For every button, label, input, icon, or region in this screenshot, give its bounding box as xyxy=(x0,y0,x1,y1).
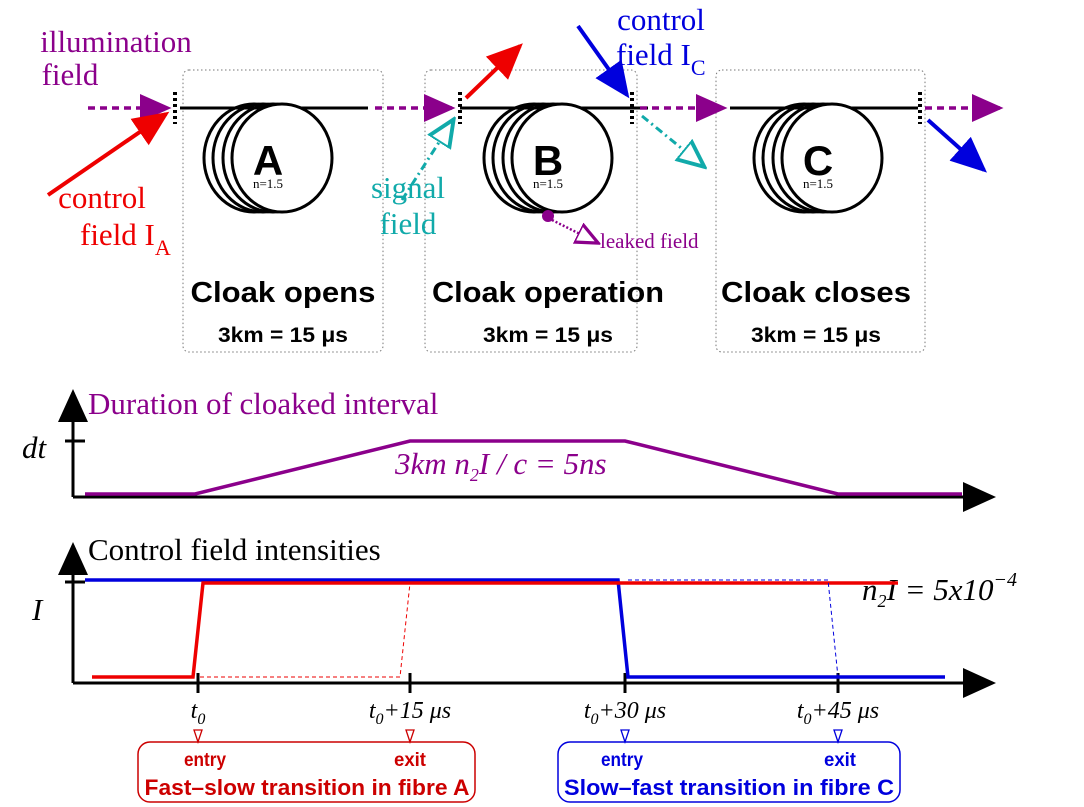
box-a xyxy=(137,741,476,803)
subscript: 0 xyxy=(591,711,599,728)
control-a-dashed xyxy=(200,582,411,678)
fibre-index: n=1.5 xyxy=(533,176,563,191)
subscript: A xyxy=(155,235,171,260)
subscript: 0 xyxy=(804,711,812,728)
box-label: Fast–slow transition in fibre A xyxy=(145,775,470,800)
tick-label: t0+45 μs xyxy=(797,698,879,728)
exit: exit xyxy=(824,750,857,771)
entry: entry xyxy=(184,750,226,771)
tick-label: t xyxy=(191,698,199,724)
box-label: Slow–fast transition in fibre C xyxy=(564,775,894,800)
axis-label: dt xyxy=(22,430,48,465)
tick-label: +45 μs xyxy=(812,698,880,724)
axis-label: I xyxy=(31,592,44,627)
formula: n xyxy=(862,572,878,607)
exit: exit xyxy=(394,750,427,771)
control-c-out xyxy=(926,118,987,173)
duration-curve xyxy=(85,439,962,496)
label: control xyxy=(617,2,705,37)
axes xyxy=(58,389,996,698)
formula: I = 5x10 xyxy=(886,572,995,607)
label: field I xyxy=(616,37,691,72)
tick-label: t xyxy=(584,698,592,724)
tick-label: +15 μs xyxy=(384,698,452,724)
label: field xyxy=(380,206,437,241)
control-a-arrow xyxy=(46,111,170,197)
leak-arrow xyxy=(551,218,596,242)
box-c xyxy=(557,741,901,803)
subscript: C xyxy=(691,55,706,80)
pointers xyxy=(193,729,843,745)
subscript: 0 xyxy=(197,711,205,728)
control-c-curve xyxy=(85,578,945,679)
control-a-out xyxy=(464,43,523,100)
fibre-boxes xyxy=(182,69,926,353)
fibre-length: 3km = 15 μs xyxy=(483,324,613,347)
label: field xyxy=(42,57,99,92)
subscript: 2 xyxy=(878,591,887,611)
formula: 3km n2I / c = 5ns xyxy=(394,446,607,485)
control-c-dashed xyxy=(628,579,839,678)
tick-label: t0+30 μs xyxy=(584,698,666,728)
couplers xyxy=(173,92,922,124)
signal-out xyxy=(641,114,702,165)
fibre-index: n=1.5 xyxy=(253,176,283,191)
tick-label: t xyxy=(369,698,377,724)
label: illumination xyxy=(40,24,192,59)
tick-label: +30 μs xyxy=(599,698,667,724)
subscript: 0 xyxy=(376,711,384,728)
label: control xyxy=(58,180,146,215)
label: field IA xyxy=(80,217,171,260)
fibre-title: Cloak operation xyxy=(432,277,664,309)
fibre-length: 3km = 15 μs xyxy=(751,324,881,347)
entry: entry xyxy=(601,750,643,771)
label: leaked field xyxy=(600,229,699,253)
formula: n2I = 5x10−4 xyxy=(862,569,1017,611)
fibre-index: n=1.5 xyxy=(803,176,833,191)
signal-in xyxy=(400,122,452,201)
control-c-arrow xyxy=(576,24,630,99)
label: signal xyxy=(371,170,445,205)
fibre-title: Cloak opens xyxy=(191,277,376,309)
formula: 3km n xyxy=(394,446,470,481)
tick-label: t0+15 μs xyxy=(369,698,451,728)
fibre-letter: B xyxy=(533,137,563,184)
fibre-letter: C xyxy=(803,137,833,184)
fibre-title: Cloak closes xyxy=(721,277,911,309)
formula: I / c = 5ns xyxy=(478,446,607,481)
graph-title: Duration of cloaked interval xyxy=(88,386,438,421)
tick-label: t0 xyxy=(191,698,206,728)
tick-label: t xyxy=(797,698,805,724)
superscript: −4 xyxy=(994,569,1018,591)
label: field IC xyxy=(616,37,706,80)
control-a-curve xyxy=(92,581,898,679)
fibre-length: 3km = 15 μs xyxy=(218,324,348,347)
label: field I xyxy=(80,217,155,252)
graph-title: Control field intensities xyxy=(88,532,381,567)
fibre-letter: A xyxy=(253,137,283,184)
leak-point xyxy=(542,210,554,222)
subscript: 2 xyxy=(470,465,479,485)
